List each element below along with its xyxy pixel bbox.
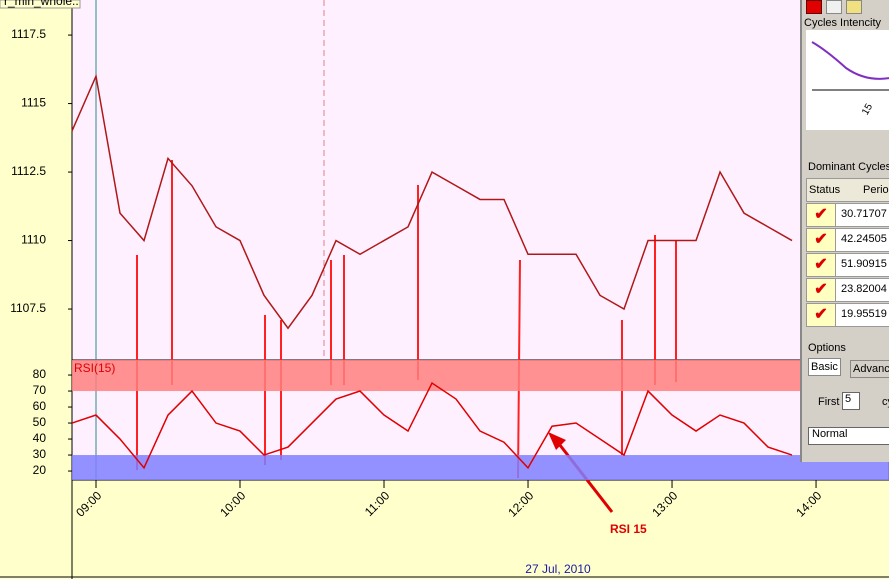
first-label: First <box>818 396 840 408</box>
header-cell: Status <box>809 184 841 196</box>
period-cell: 42.24505 <box>841 233 887 245</box>
chart-label-box <box>0 0 81 9</box>
period-cell: 19.95519 <box>841 308 887 320</box>
status-check[interactable]: ✔ <box>807 254 836 276</box>
header-cell: Period <box>863 184 889 196</box>
table-header: Status Period <box>806 178 889 202</box>
intensity-title: Cycles Intencity <box>804 17 882 29</box>
y-tick-label: 1115 <box>21 96 46 110</box>
options-title: Options <box>808 342 846 354</box>
band <box>72 455 889 480</box>
cycle-row[interactable]: ✔ 42.24505 <box>806 228 889 252</box>
x-tick-label: 13:00 <box>649 488 680 519</box>
x-tick-label: 09:00 <box>73 488 104 519</box>
period-cell: 23.82004 <box>841 283 887 295</box>
y-tick-label: 60 <box>33 399 47 413</box>
y-tick-label: 1110 <box>21 233 46 247</box>
y-tick-label: 1117.5 <box>11 27 46 41</box>
toolbar-button[interactable] <box>806 0 822 14</box>
y-tick-label: 50 <box>33 415 47 429</box>
x-tick-label: 12:00 <box>505 488 536 519</box>
band <box>72 360 889 392</box>
x-tick-label: 11:00 <box>362 488 393 519</box>
x-tick-label: 14:00 <box>793 488 824 519</box>
series-line <box>71 381 793 470</box>
mode-select[interactable]: Normal <box>808 427 889 445</box>
status-check[interactable]: ✔ <box>807 204 836 226</box>
y-tick-label: 20 <box>33 463 47 477</box>
cycle-row[interactable]: ✔ 30.71707 <box>806 203 889 227</box>
y-tick-label: 1112.5 <box>11 164 46 178</box>
y-tick-label: 30 <box>33 447 47 461</box>
toolbar-button[interactable] <box>846 0 862 14</box>
toolbar-button[interactable] <box>826 0 842 14</box>
first-input[interactable]: 5 <box>842 392 860 410</box>
x-tick-label: 10:00 <box>217 488 248 519</box>
chart-label: r_min_whole.. <box>4 0 79 8</box>
period-cell: 51.90915 <box>841 258 887 270</box>
cycles-title: Dominant Cycles <box>808 161 889 173</box>
cycle-row[interactable]: ✔ 23.82004 <box>806 278 889 302</box>
tab[interactable]: Basic <box>808 358 841 376</box>
annotation: RSI 15 <box>610 522 647 536</box>
y-tick-label: 40 <box>33 431 47 445</box>
x-axis-label: 27 Jul, 2010 <box>525 562 591 576</box>
arrow-head <box>548 432 566 450</box>
side-panel: Cycles Intencity 15 Dominant Cycles Stat… <box>800 0 889 462</box>
legend: RSI(15) <box>74 361 115 375</box>
y-tick-label: 80 <box>33 367 47 381</box>
status-check[interactable]: ✔ <box>807 229 836 251</box>
cycle-row[interactable]: ✔ 19.95519 <box>806 303 889 327</box>
period-cell: 30.71707 <box>841 208 887 220</box>
y-tick-label: 70 <box>33 383 47 397</box>
status-check[interactable]: ✔ <box>807 279 836 301</box>
status-check[interactable]: ✔ <box>807 304 836 326</box>
price-plot-bg <box>72 0 889 360</box>
intensity-plot <box>806 30 889 130</box>
y-tick-label: 1107.5 <box>10 301 46 315</box>
series-line <box>71 73 793 330</box>
tab[interactable]: Advanc <box>850 360 889 378</box>
unit-label: cy <box>882 396 889 408</box>
cycle-row[interactable]: ✔ 51.90915 <box>806 253 889 277</box>
